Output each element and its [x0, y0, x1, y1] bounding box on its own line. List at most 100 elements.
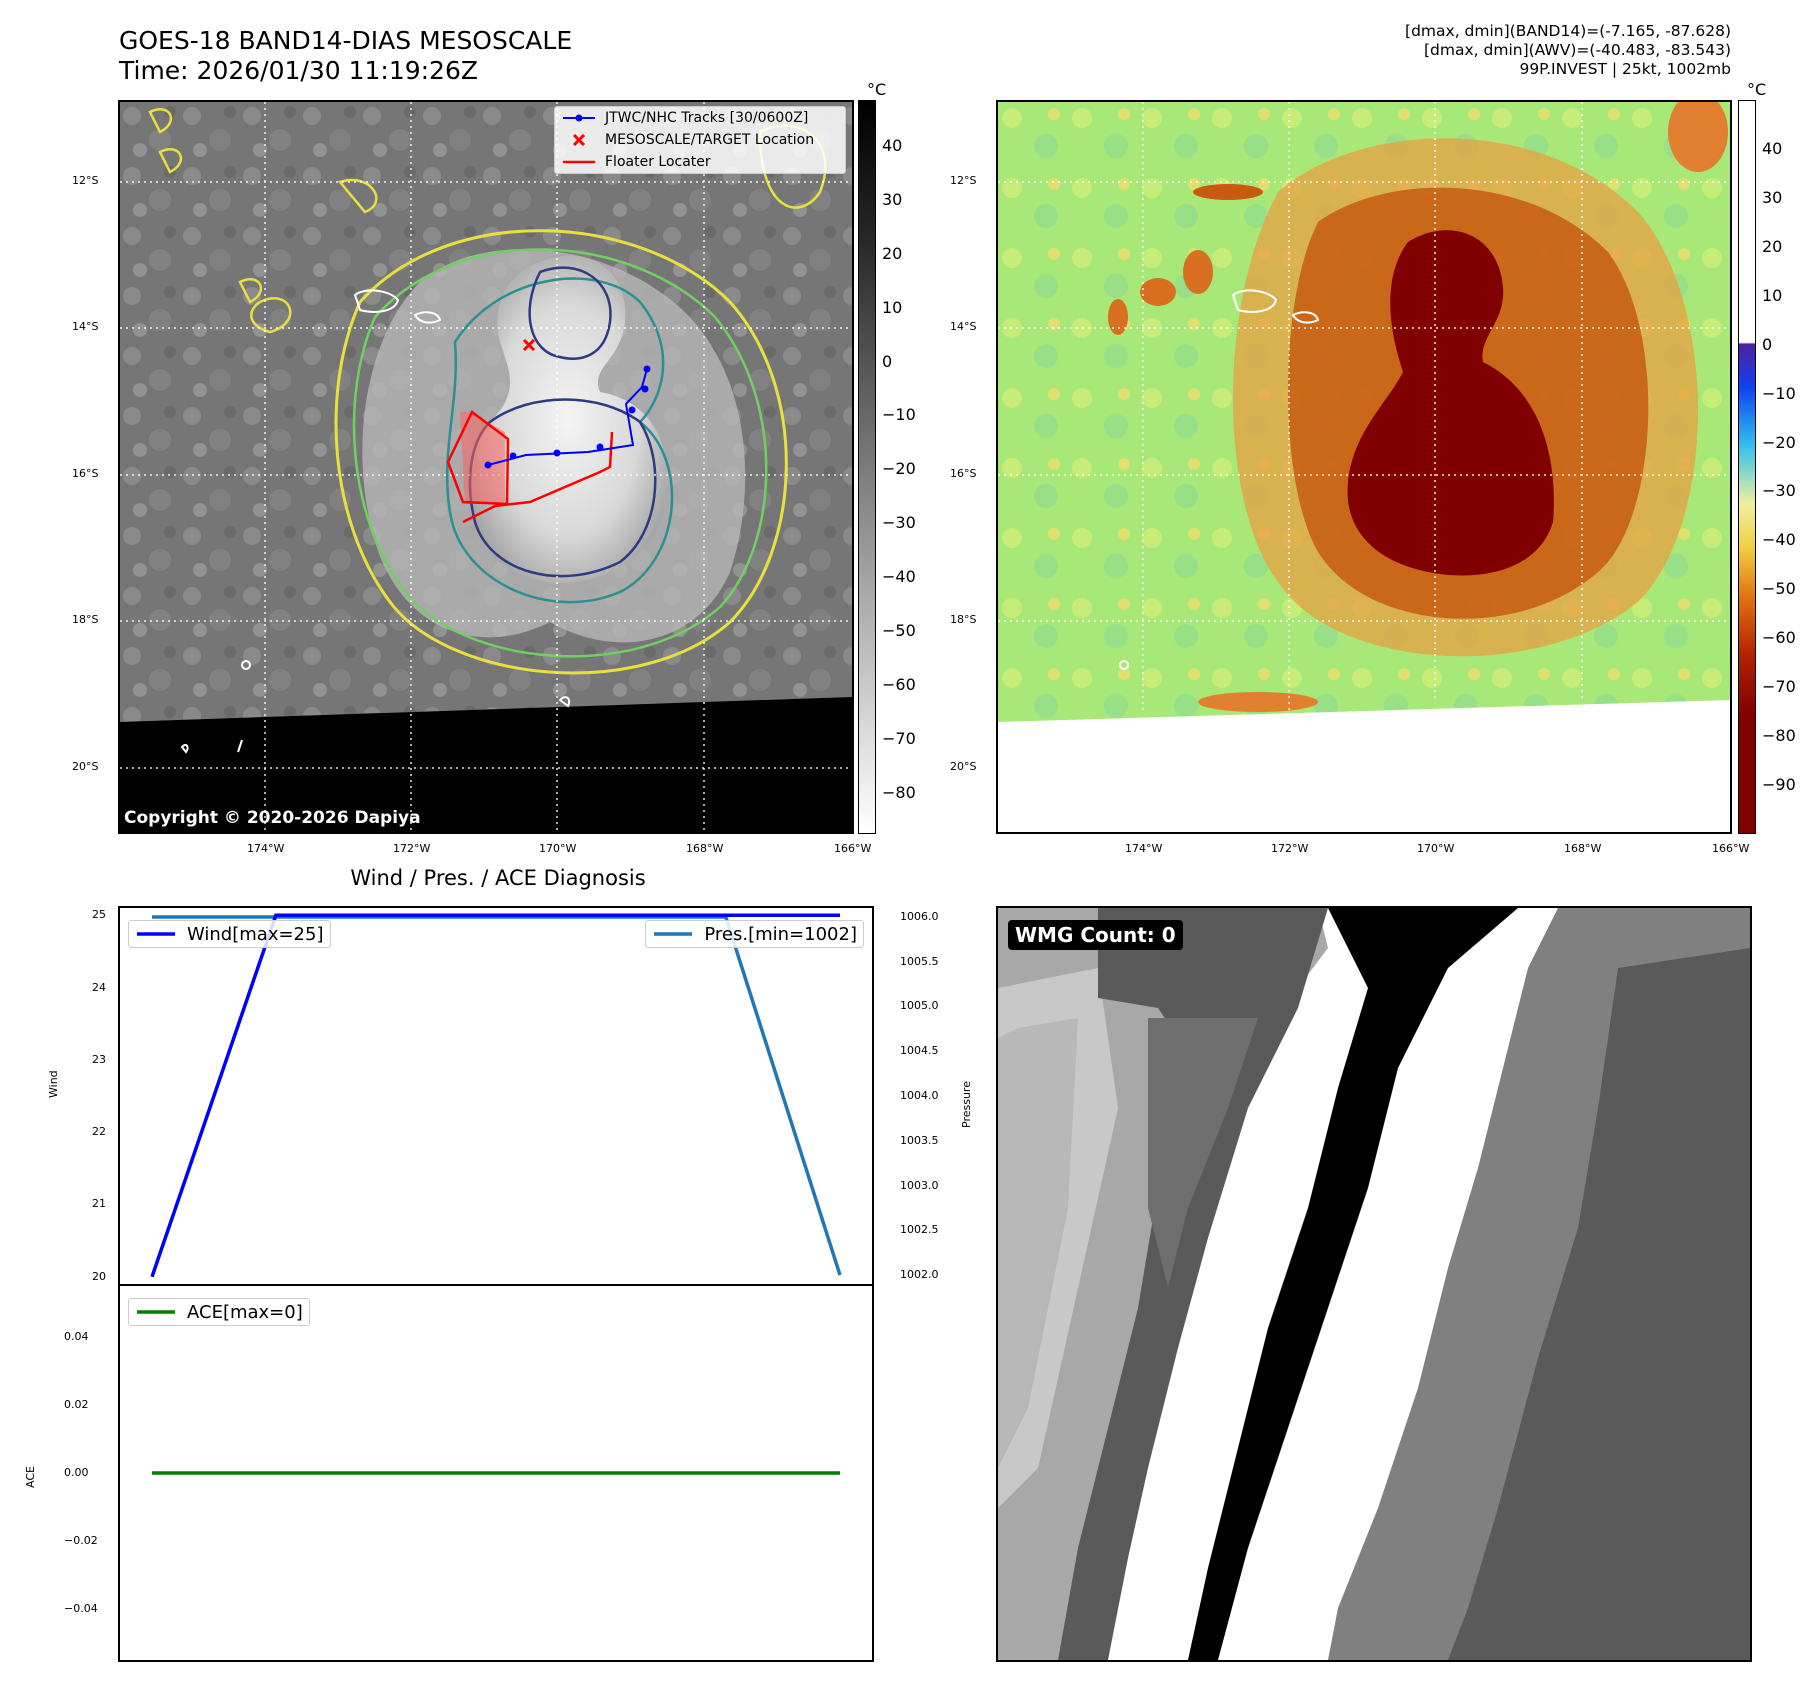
copyright-text: Copyright © 2020-2026 Dapiya — [124, 808, 421, 828]
colorbar-tick: 30 — [1762, 187, 1783, 207]
colorbar-tick: 0 — [882, 351, 893, 371]
map-legend: JTWC/NHC Tracks [30/0600Z] MESOSCALE/TAR… — [554, 106, 846, 174]
lat-label: 18°S — [72, 613, 99, 626]
colorbar-tick: −20 — [1762, 432, 1796, 452]
colorbar-tick: 10 — [1762, 285, 1783, 305]
wind-ytick: 22 — [92, 1125, 106, 1139]
wind-legend: Wind[max=25] — [128, 920, 331, 948]
info-line-2: [dmax, dmin](AWV)=(-40.483, -83.543) — [1424, 41, 1731, 59]
colorbar-tick: −20 — [882, 459, 916, 479]
band14-map-panel: Copyright © 2020-2026 Dapiya JTWC/NHC Tr… — [118, 100, 854, 834]
lat-label: 14°S — [72, 320, 99, 333]
lat-label: 18°S — [950, 613, 977, 626]
pressure-ytick: 1006.0 — [900, 909, 939, 923]
colorbar-tick: −30 — [1762, 481, 1796, 501]
colorbar-tick: −40 — [1762, 530, 1796, 550]
lon-label: 174°W — [247, 842, 285, 855]
colorbar-tick: −10 — [1762, 383, 1796, 403]
colorbar-tick: 40 — [1762, 138, 1783, 158]
colorbar-tick: −30 — [882, 513, 916, 533]
pressure-ytick: 1004.5 — [900, 1044, 939, 1058]
info-line-1: [dmax, dmin](BAND14)=(-7.165, -87.628) — [1405, 22, 1731, 40]
ace-ytick: −0.02 — [64, 1534, 98, 1547]
lat-label: 14°S — [950, 320, 977, 333]
lon-label: 172°W — [1271, 842, 1309, 855]
diag-title: Wind / Pres. / ACE Diagnosis — [350, 866, 646, 890]
lat-label: 20°S — [72, 760, 99, 773]
awv-cb-unit: °C — [1747, 80, 1767, 99]
wind-pres-panel: Wind[max=25] Pres.[min=1002] — [118, 906, 874, 1286]
ace-ytick: −0.04 — [64, 1602, 98, 1615]
wind-pres-chart — [150, 913, 842, 1278]
lon-label: 170°W — [539, 842, 577, 855]
storm-info: [dmax, dmin](BAND14)=(-7.165, -87.628) [… — [1131, 22, 1731, 79]
colorbar-tick: 20 — [1762, 236, 1783, 256]
colorbar-tick: −90 — [1762, 775, 1796, 795]
pressure-ytick: 1003.0 — [900, 1178, 939, 1192]
lat-label: 12°S — [72, 174, 99, 187]
pressure-ytick: 1005.5 — [900, 954, 939, 968]
wind-series-line — [150, 913, 840, 1278]
colorbar-tick: −60 — [1762, 628, 1796, 648]
band14-cb-unit: °C — [867, 80, 887, 99]
wind-ytick: 25 — [92, 908, 106, 922]
chart-title: GOES-18 BAND14-DIAS MESOSCALE Time: 2026… — [119, 26, 572, 86]
pressure-ytick: 1005.0 — [900, 999, 939, 1013]
legend-target: MESOSCALE/TARGET Location — [555, 129, 845, 151]
colorbar-tick: 30 — [882, 189, 903, 209]
colorbar-tick: −80 — [882, 783, 916, 802]
pres-legend: Pres.[min=1002] — [645, 920, 864, 948]
pressure-ytick: 1002.5 — [900, 1223, 939, 1237]
lon-label: 170°W — [1417, 842, 1455, 855]
wind-ytick: 24 — [92, 980, 106, 994]
lon-label: 168°W — [686, 842, 724, 855]
ace-panel: ACE[max=0] — [118, 1284, 874, 1662]
lon-label: 168°W — [1564, 842, 1602, 855]
colorbar-tick: 0 — [1762, 334, 1773, 354]
legend-floater: Floater Locater — [563, 154, 711, 170]
colorbar-tick: −70 — [882, 729, 916, 749]
colorbar-tick: 20 — [882, 243, 903, 263]
lon-label: 172°W — [393, 842, 431, 855]
wmg-image — [998, 908, 1750, 1660]
colorbar-tick: 40 — [882, 135, 903, 155]
colorbar-tick: −40 — [882, 567, 916, 587]
awv-colorbar — [1738, 100, 1756, 834]
colorbar-tick: −80 — [1762, 726, 1796, 746]
wind-ytick: 23 — [92, 1052, 106, 1066]
colorbar-tick: −50 — [882, 621, 916, 641]
ace-ylabel: ACE — [24, 1466, 37, 1488]
colorbar-tick: −70 — [1762, 677, 1796, 697]
ace-chart — [152, 1471, 840, 1475]
colorbar-tick: −60 — [882, 675, 916, 695]
wind-ylabel: Wind — [47, 1070, 60, 1098]
colorbar-tick: −50 — [1762, 579, 1796, 599]
band14-colorbar — [858, 100, 876, 834]
wmg-panel: WMG Count: 0 — [996, 906, 1752, 1662]
wmg-count-badge: WMG Count: 0 — [1008, 920, 1183, 950]
lat-label: 16°S — [72, 467, 99, 480]
ace-ytick: 0.04 — [64, 1330, 89, 1343]
wind-ytick: 21 — [92, 1197, 106, 1211]
wind-ytick: 20 — [92, 1269, 106, 1283]
lat-label: 12°S — [950, 174, 977, 187]
colorbar-tick: −10 — [882, 405, 916, 425]
ace-ytick: 0.02 — [64, 1398, 89, 1411]
ace-legend: ACE[max=0] — [128, 1298, 310, 1326]
lat-label: 16°S — [950, 467, 977, 480]
pressure-ytick: 1003.5 — [900, 1133, 939, 1147]
lat-label: 20°S — [950, 760, 977, 773]
ace-ytick: 0.00 — [64, 1466, 89, 1479]
legend-tracks: JTWC/NHC Tracks [30/0600Z] — [555, 107, 845, 129]
pressure-ytick: 1004.0 — [900, 1089, 939, 1102]
lon-label: 166°W — [834, 842, 872, 855]
band14-map — [120, 102, 852, 832]
title-line-1: GOES-18 BAND14-DIAS MESOSCALE — [119, 26, 573, 55]
title-line-2: Time: 2026/01/30 11:19:26Z — [119, 56, 478, 85]
lon-label: 174°W — [1125, 842, 1163, 855]
lon-label: 166°W — [1712, 842, 1750, 855]
colorbar-tick: 10 — [882, 297, 903, 317]
pressure-ytick: 1002.0 — [900, 1268, 939, 1282]
pressure-ylabel: Pressure — [960, 1081, 973, 1128]
info-line-3: 99P.INVEST | 25kt, 1002mb — [1519, 60, 1731, 78]
